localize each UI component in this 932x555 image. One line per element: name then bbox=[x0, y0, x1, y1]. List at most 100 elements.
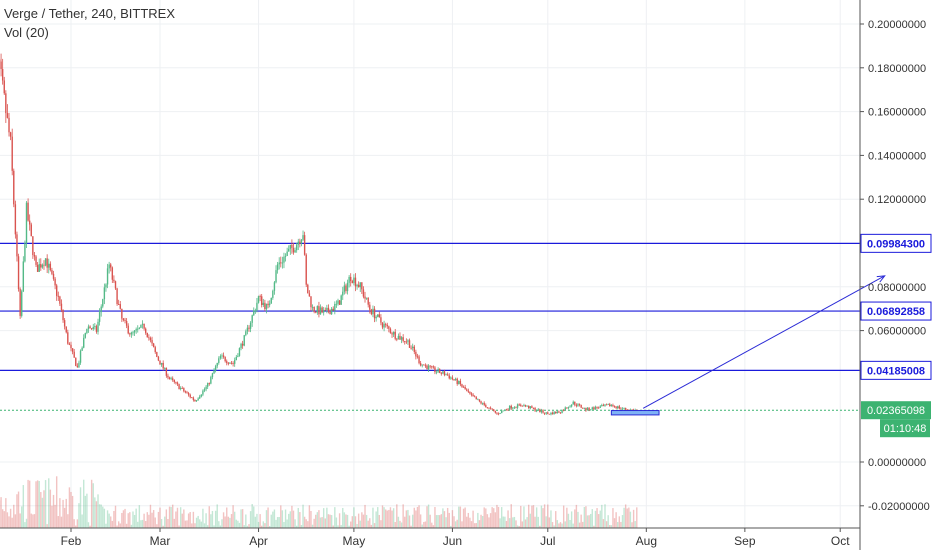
volume-bar bbox=[512, 517, 513, 528]
candle-body bbox=[414, 347, 415, 352]
volume-bar bbox=[35, 481, 36, 528]
volume-bar bbox=[393, 508, 394, 528]
candle-body bbox=[355, 278, 356, 287]
projection-arrow[interactable] bbox=[643, 276, 885, 408]
volume-bar bbox=[147, 512, 148, 528]
volume-bar bbox=[271, 515, 272, 528]
volume-bar bbox=[315, 515, 316, 528]
candle-body bbox=[34, 255, 35, 257]
volume-bar bbox=[576, 505, 577, 528]
volume-bar bbox=[571, 511, 572, 528]
volume-bar bbox=[237, 521, 238, 528]
candle-body bbox=[201, 395, 202, 397]
candle-body bbox=[245, 331, 246, 335]
candle-body bbox=[509, 406, 510, 410]
volume-bar bbox=[526, 517, 527, 528]
volume-bar bbox=[501, 507, 502, 528]
volume-bar bbox=[620, 522, 621, 528]
volume-bar bbox=[590, 514, 591, 528]
volume-bar bbox=[466, 517, 467, 528]
candle-body bbox=[288, 249, 289, 252]
candle-body bbox=[312, 307, 313, 308]
candle-body bbox=[23, 261, 24, 291]
level-label: 0.06892858 bbox=[867, 306, 925, 318]
volume-bar bbox=[342, 508, 343, 528]
volume-bar bbox=[259, 514, 260, 528]
candle-body bbox=[185, 391, 186, 392]
candle-body bbox=[404, 341, 405, 342]
volume-bar bbox=[255, 517, 256, 528]
volume-bar bbox=[310, 511, 311, 528]
volume-bar bbox=[385, 509, 386, 528]
volume-bar bbox=[380, 520, 381, 528]
candle-body bbox=[21, 291, 22, 316]
volume-bar bbox=[143, 514, 144, 528]
candle-body bbox=[593, 407, 594, 409]
horizontal-levels[interactable]: 0.099843000.068928580.041850080.02365098… bbox=[0, 234, 931, 437]
level-label: 0.04185008 bbox=[867, 365, 925, 377]
volume-bar bbox=[274, 509, 275, 528]
candle-body bbox=[498, 414, 499, 415]
candle-body bbox=[150, 338, 151, 340]
volume-bar bbox=[236, 520, 237, 528]
projection-box[interactable] bbox=[611, 411, 659, 415]
volume-bar bbox=[461, 521, 462, 528]
candle-body bbox=[382, 323, 383, 328]
volume-bar bbox=[94, 497, 95, 528]
volume-bar bbox=[619, 516, 620, 528]
volume-bar bbox=[361, 512, 362, 528]
candle-body bbox=[86, 329, 87, 333]
volume-bar bbox=[148, 515, 149, 528]
candle-body bbox=[99, 312, 100, 322]
x-tick-label: May bbox=[343, 534, 366, 548]
volume-bar bbox=[212, 511, 213, 528]
volume-bar bbox=[425, 521, 426, 528]
volume-bar bbox=[51, 506, 52, 528]
projection-drawing[interactable] bbox=[611, 276, 884, 415]
volume-bar bbox=[396, 504, 397, 528]
volume-bar bbox=[504, 517, 505, 528]
candle-body bbox=[320, 307, 321, 314]
volume-bar bbox=[627, 509, 628, 528]
candle-body bbox=[450, 378, 451, 379]
candle-body bbox=[269, 304, 270, 306]
candle-body bbox=[263, 303, 264, 305]
volume-bar bbox=[298, 508, 299, 528]
candle-body bbox=[528, 406, 529, 409]
candle-body bbox=[401, 337, 402, 339]
candle-body bbox=[369, 305, 370, 310]
volume-bar bbox=[64, 508, 65, 528]
volume-bar bbox=[636, 507, 637, 528]
candle-body bbox=[105, 285, 106, 288]
candle-body bbox=[595, 407, 596, 410]
candle-body bbox=[2, 69, 3, 80]
candle-body bbox=[622, 409, 623, 410]
candle-body bbox=[302, 235, 303, 240]
volume-bar bbox=[172, 505, 173, 528]
candle-body bbox=[329, 312, 330, 314]
candle-body bbox=[410, 348, 411, 349]
candle-body bbox=[612, 405, 613, 406]
y-tick-label: 0.16000000 bbox=[868, 107, 926, 119]
candle-body bbox=[88, 326, 89, 328]
candle-body bbox=[566, 408, 567, 409]
volume-bar bbox=[515, 520, 516, 528]
candle-body bbox=[420, 363, 421, 365]
candle-body bbox=[361, 282, 362, 289]
candle-body bbox=[380, 317, 381, 322]
volume-bar bbox=[194, 523, 195, 528]
candle-body bbox=[379, 314, 380, 317]
candle-body bbox=[518, 404, 519, 405]
candle-body bbox=[212, 373, 213, 377]
volume-bar bbox=[372, 508, 373, 528]
candle-body bbox=[428, 366, 429, 370]
candle-body bbox=[153, 343, 154, 347]
volume-bar bbox=[390, 507, 391, 528]
candle-body bbox=[182, 388, 183, 389]
candle-body bbox=[601, 405, 602, 406]
candle-body bbox=[553, 412, 554, 415]
candle-body bbox=[64, 320, 65, 326]
candle-body bbox=[258, 296, 259, 303]
